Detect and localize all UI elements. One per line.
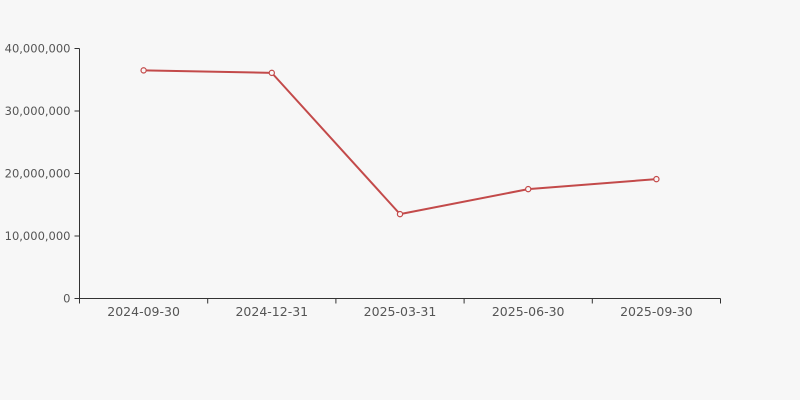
- x-tick-label: 2024-12-31: [235, 304, 308, 319]
- data-point-marker: [396, 210, 404, 218]
- y-tick-label: 20,000,000: [5, 167, 71, 181]
- data-point-marker: [268, 69, 275, 77]
- y-tick-label: 10,000,000: [5, 229, 71, 243]
- data-point-marker: [140, 67, 147, 74]
- x-tick-label: 2025-06-30: [492, 304, 565, 319]
- x-tick-label: 2025-03-31: [364, 304, 437, 319]
- x-tick-label: 2024-09-30: [107, 304, 180, 319]
- x-tick-label: 2025-09-30: [620, 304, 693, 319]
- y-tick-label: 40,000,000: [5, 42, 71, 56]
- data-point-marker: [653, 175, 660, 183]
- series-line: [142, 69, 658, 216]
- y-tick-label: 0: [63, 292, 70, 306]
- y-tick-label: 30,000,000: [5, 104, 71, 118]
- data-point-marker: [525, 185, 532, 193]
